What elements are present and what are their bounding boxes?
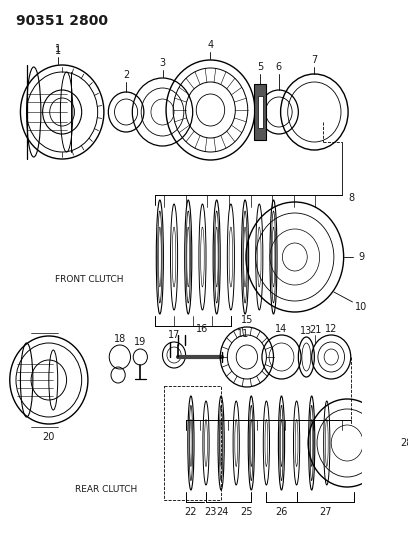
Text: 21: 21 xyxy=(309,325,322,335)
Text: 10: 10 xyxy=(355,302,368,312)
Text: 15: 15 xyxy=(241,315,253,325)
Text: 28: 28 xyxy=(401,438,408,448)
Text: 17: 17 xyxy=(168,330,180,340)
Bar xyxy=(257,96,263,128)
Text: 19: 19 xyxy=(134,337,146,347)
Text: 13: 13 xyxy=(300,326,313,336)
Text: 25: 25 xyxy=(241,507,253,517)
Text: 5: 5 xyxy=(257,62,263,72)
Text: 1: 1 xyxy=(55,46,61,56)
Text: 90351 2800: 90351 2800 xyxy=(16,14,108,28)
Text: 12: 12 xyxy=(325,324,337,334)
Text: 24: 24 xyxy=(216,507,228,517)
Text: 20: 20 xyxy=(43,432,55,442)
Text: 2: 2 xyxy=(123,70,129,80)
Text: 6: 6 xyxy=(276,62,282,72)
Text: 14: 14 xyxy=(275,324,288,334)
Bar xyxy=(164,386,221,500)
Text: 1: 1 xyxy=(55,44,61,54)
Text: 16: 16 xyxy=(196,324,208,334)
Text: 11: 11 xyxy=(237,329,249,339)
Text: 27: 27 xyxy=(319,507,332,517)
Text: 26: 26 xyxy=(275,507,288,517)
Text: 18: 18 xyxy=(114,334,126,344)
Text: 9: 9 xyxy=(359,252,365,262)
Text: 23: 23 xyxy=(204,507,217,517)
Text: REAR CLUTCH: REAR CLUTCH xyxy=(75,486,138,495)
Text: 8: 8 xyxy=(348,193,354,203)
Text: 3: 3 xyxy=(160,58,166,68)
Text: 7: 7 xyxy=(311,55,317,65)
Text: 4: 4 xyxy=(207,40,213,50)
Text: FRONT CLUTCH: FRONT CLUTCH xyxy=(55,276,124,285)
Text: 22: 22 xyxy=(185,507,197,517)
Bar xyxy=(254,84,266,140)
